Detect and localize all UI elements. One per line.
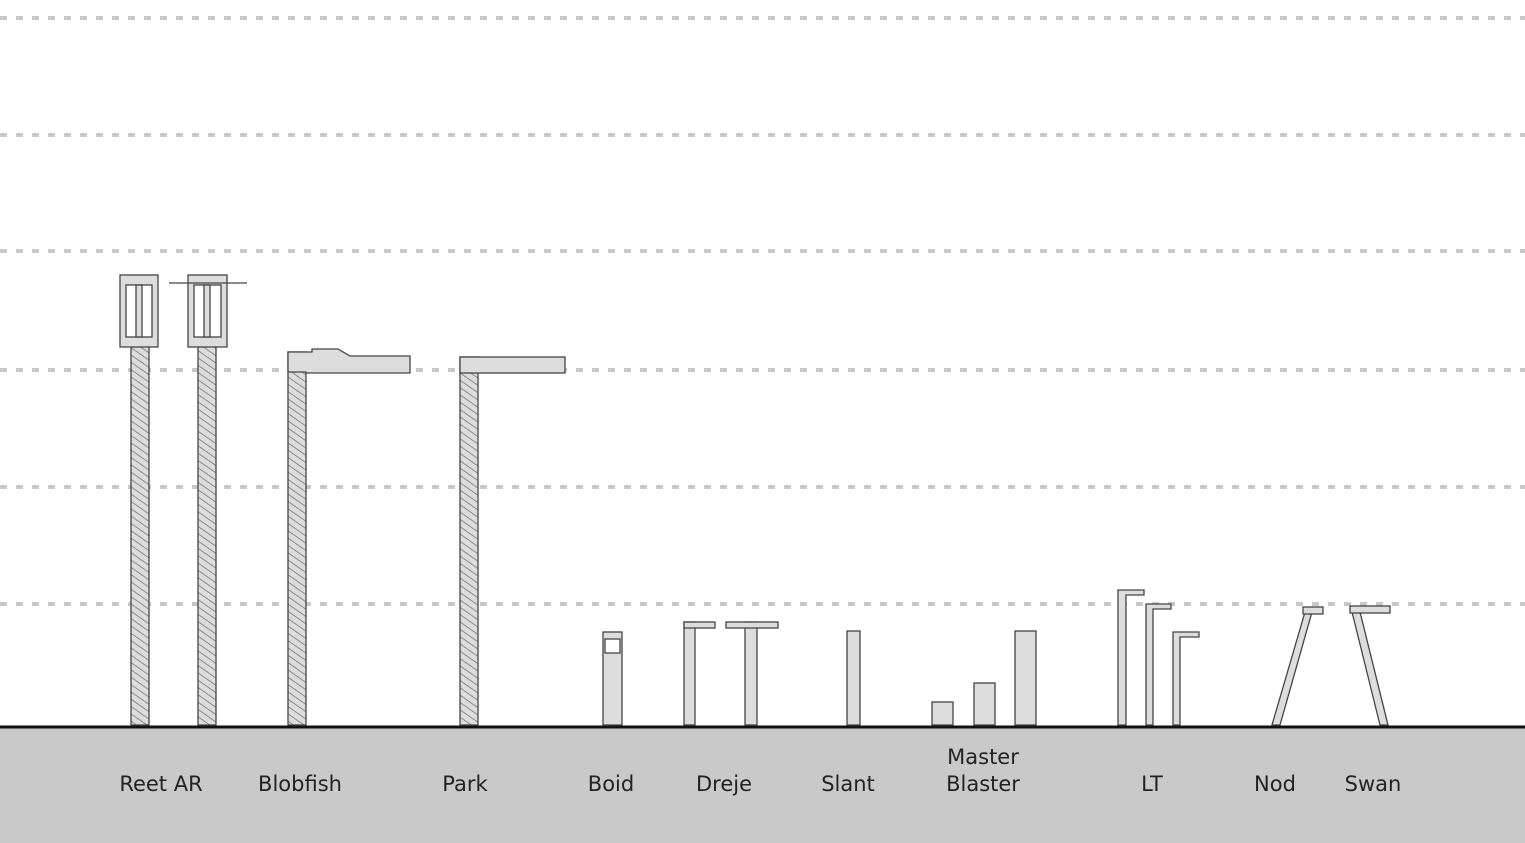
lamp-lt [1117,589,1200,726]
lamp-reet-ar [119,274,247,726]
lamp-park [459,356,566,726]
lamp-boid [602,631,623,726]
lamp-swan [1349,605,1391,726]
lamp-label: Dreje [695,772,753,796]
height-guides [0,16,1525,606]
lamp-label: LT [1141,772,1163,796]
lamp-label: Slant [821,772,875,796]
lamp-label: Park [442,772,488,796]
lamp-label: Swan [1344,772,1402,796]
lamp-label: Boid [587,772,635,796]
lamp-label: Blobfish [258,772,342,796]
lamp-nod [1271,606,1324,726]
lamp-label: Nod [1254,772,1296,796]
lamp-dreje [683,621,779,726]
lamp-label: Master Blaster [946,745,1020,796]
lamp-slant [846,630,861,726]
ground [0,727,1525,843]
lamp-master-blaster [931,630,1037,726]
lamp-blobfish [287,348,411,726]
lamp-label: Reet AR [119,772,203,796]
